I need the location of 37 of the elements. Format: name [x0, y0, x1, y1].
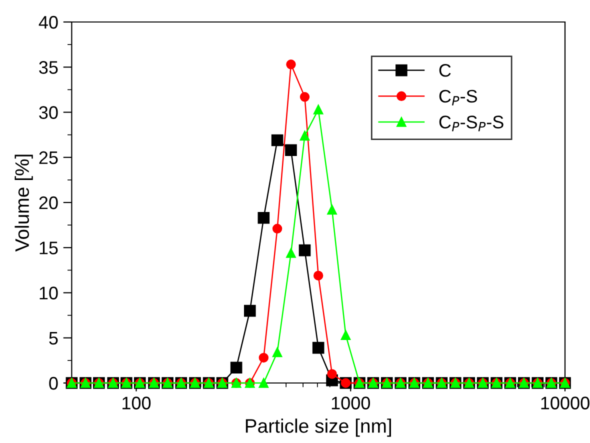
legend-label: C$_{P}$-S — [439, 90, 478, 106]
y-tick-label: 30 — [39, 106, 58, 119]
y-tick-label: 25 — [39, 151, 58, 164]
point — [340, 330, 351, 340]
y-tick-label: 0 — [49, 376, 58, 390]
point — [272, 347, 282, 358]
y-tick-label: 5 — [49, 332, 58, 345]
x-axis-title: Particle size [nm] — [246, 418, 391, 437]
x-tick-label: 10000 — [541, 396, 590, 410]
point — [285, 144, 297, 156]
y-tick-label: 10 — [40, 286, 58, 300]
point — [258, 378, 269, 388]
y-tick-label: 40 — [38, 16, 58, 29]
point — [298, 244, 311, 256]
y-tick-label: 35 — [39, 61, 58, 74]
point — [300, 92, 310, 102]
legend-label: C$_{P}$-S$_{P}$-S — [439, 116, 504, 132]
y-axis-title: Volume [%] — [14, 154, 33, 252]
x-tick-label: 1000 — [332, 396, 370, 410]
point — [230, 362, 242, 374]
point — [300, 130, 310, 141]
point — [327, 369, 337, 379]
point — [313, 104, 324, 114]
point — [286, 248, 296, 258]
point — [286, 60, 296, 70]
point — [272, 224, 282, 234]
point — [258, 212, 270, 224]
point — [312, 342, 324, 354]
y-tick-label: 15 — [40, 242, 58, 254]
point — [271, 134, 284, 146]
y-tick-label: 20 — [39, 196, 58, 210]
point — [258, 352, 269, 363]
point — [244, 304, 256, 317]
point — [327, 204, 337, 215]
point — [313, 270, 324, 280]
legend-label: C — [439, 64, 451, 77]
x-tick-label: 100 — [122, 396, 151, 410]
